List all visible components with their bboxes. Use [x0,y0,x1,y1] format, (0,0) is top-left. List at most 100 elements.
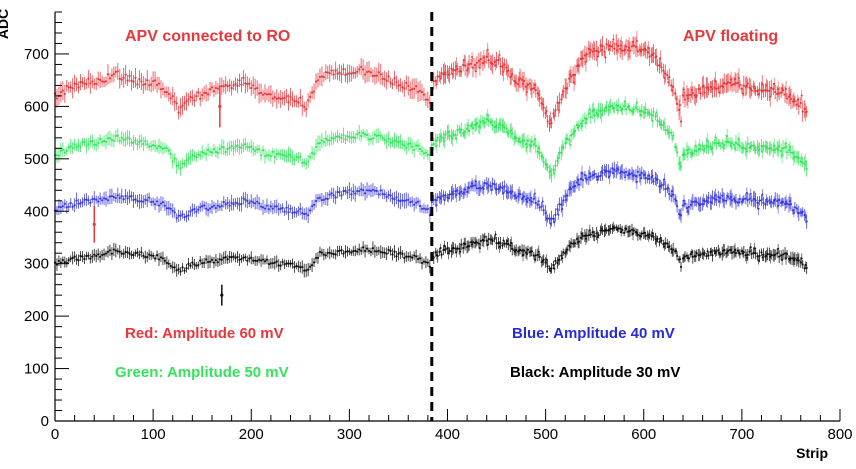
data-point [124,194,127,198]
data-point [510,242,513,245]
data-point [152,254,155,257]
data-point [332,194,335,197]
data-point [683,153,687,156]
data-point [120,252,123,255]
data-point [228,255,231,259]
data-point [745,84,748,87]
data-point [122,252,125,255]
data-point [173,211,176,214]
data-point [97,200,100,203]
data-point [593,49,596,53]
data-point [411,145,414,148]
data-point [560,254,563,257]
data-point [77,86,80,89]
data-point [803,267,806,270]
data-point [644,108,647,111]
data-point [248,82,251,85]
data-point [303,105,306,109]
data-point [623,231,626,234]
data-point [301,161,304,164]
data-point [744,254,747,257]
data-point [542,258,545,261]
data-point [399,251,402,254]
data-point [387,75,390,78]
data-point [542,160,545,164]
data-point [183,216,186,219]
data-point [442,73,445,76]
data-point [695,150,698,153]
data-point [246,199,249,203]
data-point [93,197,96,200]
data-point [686,210,689,213]
data-point [338,71,341,74]
data-point [348,72,351,75]
data-point [550,173,553,177]
data-point [401,143,404,146]
data-point [561,207,564,210]
data-point [792,212,795,215]
data-point [318,75,322,79]
data-point [218,258,221,261]
data-point [577,64,581,67]
data-point [234,256,237,259]
data-point [297,156,300,159]
data-point [752,144,755,147]
data-point [365,133,369,137]
data-point [554,109,557,112]
data-point [87,143,90,146]
data-point [482,187,485,190]
data-point [505,127,508,130]
data-point [690,153,693,156]
data-point [97,77,100,81]
data-point [283,210,286,213]
data-point [208,260,212,263]
data-point [672,85,675,89]
data-point [104,252,108,255]
data-point [801,210,804,213]
data-point [159,88,163,91]
data-point [709,145,712,148]
data-point [674,92,677,95]
data-point [134,198,137,201]
data-point [706,250,709,253]
data-point [737,138,740,141]
data-point [277,208,280,211]
data-point [91,80,94,83]
data-point [701,145,704,148]
data-point [676,254,679,258]
data-point [644,48,647,52]
data-point [69,257,72,260]
data-point [776,147,779,150]
data-point [515,137,518,140]
data-point [212,148,216,151]
data-point [344,250,347,253]
data-point [654,115,657,118]
data-point [797,156,800,160]
data-point [61,205,64,208]
data-point [362,246,365,249]
data-point [766,200,769,203]
data-point [218,147,221,151]
data-point [514,194,517,197]
data-point [617,104,620,107]
data-point [734,147,737,150]
data-point [707,88,710,91]
data-point [224,256,227,259]
data-point [566,194,569,197]
data-point [452,246,455,250]
data-point [265,204,269,207]
data-point [455,137,458,140]
data-point [360,249,363,252]
data-point [328,251,331,254]
data-point [67,205,70,208]
data-point [65,84,68,87]
data-point [77,202,80,205]
data-point [545,258,548,261]
data-point [583,117,586,120]
data-point [201,94,204,97]
data-point [670,131,673,134]
data-point [281,206,284,209]
data-point [791,151,795,154]
data-point [477,59,480,62]
data-point [153,79,157,82]
